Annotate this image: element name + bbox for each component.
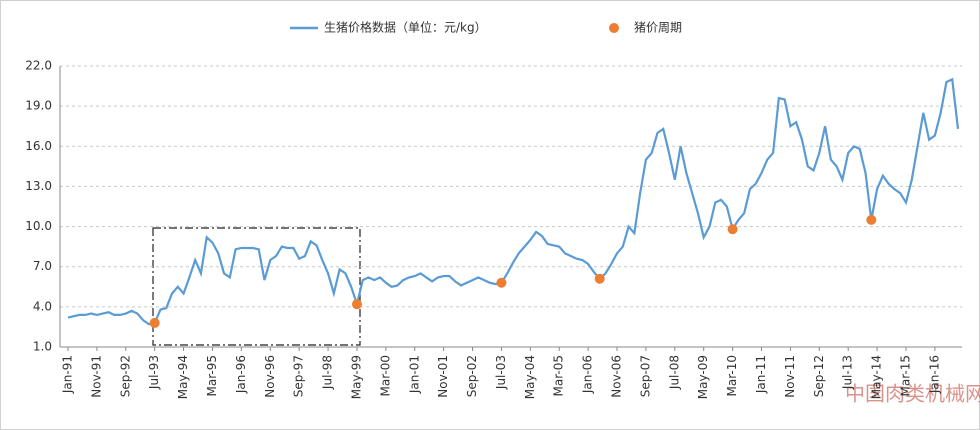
x-tick-label: Mar-10: [725, 355, 739, 396]
x-tick-label: Jan-96: [234, 355, 248, 394]
legend-swatch: [609, 23, 619, 33]
x-tick-label: Sep-97: [292, 355, 306, 397]
cycle-point: [594, 273, 605, 284]
x-tick-label: Nov-06: [610, 355, 624, 398]
highlight-box: [152, 227, 361, 346]
legend-label: 生猪价格数据（单位：元/kg）: [324, 20, 487, 35]
y-tick-label: 7.0: [33, 259, 52, 273]
x-tick-label: Sep-02: [465, 355, 479, 397]
y-tick-label: 1.0: [33, 340, 52, 354]
x-tick-label: May-94: [176, 355, 190, 399]
x-tick-label: Mar-05: [552, 355, 566, 396]
watermark: 中国肉类机械网: [845, 382, 980, 406]
x-tick-label: Jan-06: [581, 355, 595, 394]
cycle-point: [496, 277, 507, 288]
x-tick-label: Jan-11: [754, 355, 768, 394]
x-tick-label: Mar-15: [898, 355, 912, 396]
y-tick-label: 10.0: [25, 219, 52, 233]
x-tick-label: Nov-01: [436, 355, 450, 398]
x-tick-label: May-04: [523, 355, 537, 399]
x-tick-label: May-14: [870, 355, 884, 399]
x-tick-label: Nov-91: [89, 355, 103, 398]
x-tick-label: Mar-00: [378, 355, 392, 396]
cycle-point: [727, 224, 738, 235]
x-tick-label: Jan-16: [927, 355, 941, 394]
x-tick-label: Nov-11: [783, 355, 797, 398]
y-tick-label: 22.0: [25, 59, 52, 73]
cycle-point: [866, 214, 877, 225]
price-line: [67, 77, 960, 326]
x-tick-label: Nov-96: [263, 355, 277, 398]
y-tick-label: 13.0: [25, 179, 52, 193]
x-tick-label: Jul-13: [841, 355, 855, 390]
x-tick-label: May-09: [696, 355, 710, 399]
x-tick-label: Jul-93: [147, 355, 161, 390]
x-tick-label: Jul-03: [494, 355, 508, 390]
x-tick-label: Mar-95: [205, 355, 219, 396]
x-tick-label: Jul-08: [667, 355, 681, 390]
cycle-point: [351, 299, 362, 310]
x-tick-label: Jul-98: [321, 355, 335, 390]
cycle-point: [149, 317, 160, 328]
x-tick-label: Jan-01: [407, 355, 421, 394]
legend-label: 猪价周期: [634, 21, 682, 35]
y-tick-label: 4.0: [33, 299, 52, 313]
y-tick-label: 16.0: [25, 139, 52, 153]
x-tick-label: Sep-07: [638, 355, 652, 397]
x-tick-label: May-99: [349, 355, 363, 399]
x-tick-label: Sep-12: [812, 355, 826, 397]
y-tick-label: 19.0: [25, 99, 52, 113]
x-tick-label: Jan-91: [61, 355, 75, 394]
x-tick-label: Sep-92: [118, 355, 132, 397]
